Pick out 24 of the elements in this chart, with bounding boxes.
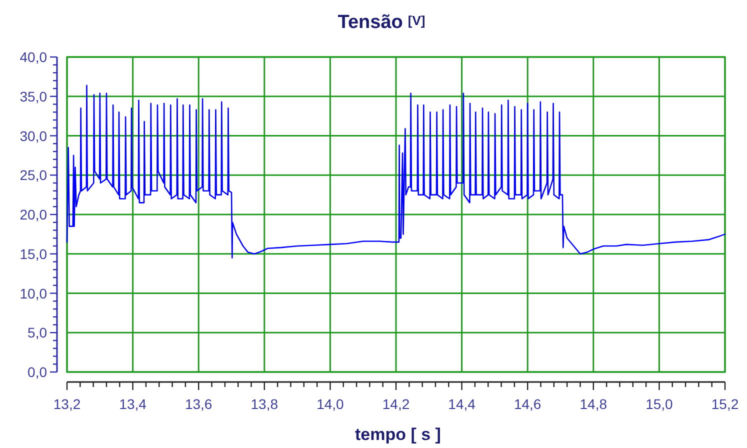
y-axis-title: [V] [408, 13, 426, 28]
x-tick-label: 14,4 [448, 396, 476, 412]
y-tick-label: 25,0 [20, 167, 48, 184]
x-tick-label: 13,2 [53, 396, 81, 412]
x-tick-label: 15,0 [646, 396, 674, 412]
y-tick-label: 40,0 [20, 49, 48, 65]
y-tick-label: 0,0 [28, 364, 48, 380]
y-tick-label: 5,0 [28, 324, 48, 341]
y-tick-label: 30,0 [20, 128, 48, 144]
y-tick-label: 20,0 [20, 206, 48, 222]
x-tick-label: 14,0 [316, 396, 344, 412]
y-tick-label: 35,0 [20, 88, 48, 104]
chart-title: Tensão [338, 12, 403, 33]
x-tick-label: 14,6 [514, 396, 542, 412]
x-tick-label: 13,4 [119, 396, 147, 412]
y-tick-label: 15,0 [20, 246, 48, 262]
x-tick-label: 14,8 [580, 396, 608, 412]
x-tick-label: 15,2 [711, 396, 739, 412]
x-tick-label: 13,8 [250, 396, 278, 412]
x-axis-title: tempo [ s ] [355, 425, 441, 444]
x-tick-label: 14,2 [382, 396, 410, 412]
y-tick-label: 10,0 [20, 285, 48, 302]
x-tick-label: 13,6 [184, 396, 212, 412]
line-series [66, 84, 726, 258]
